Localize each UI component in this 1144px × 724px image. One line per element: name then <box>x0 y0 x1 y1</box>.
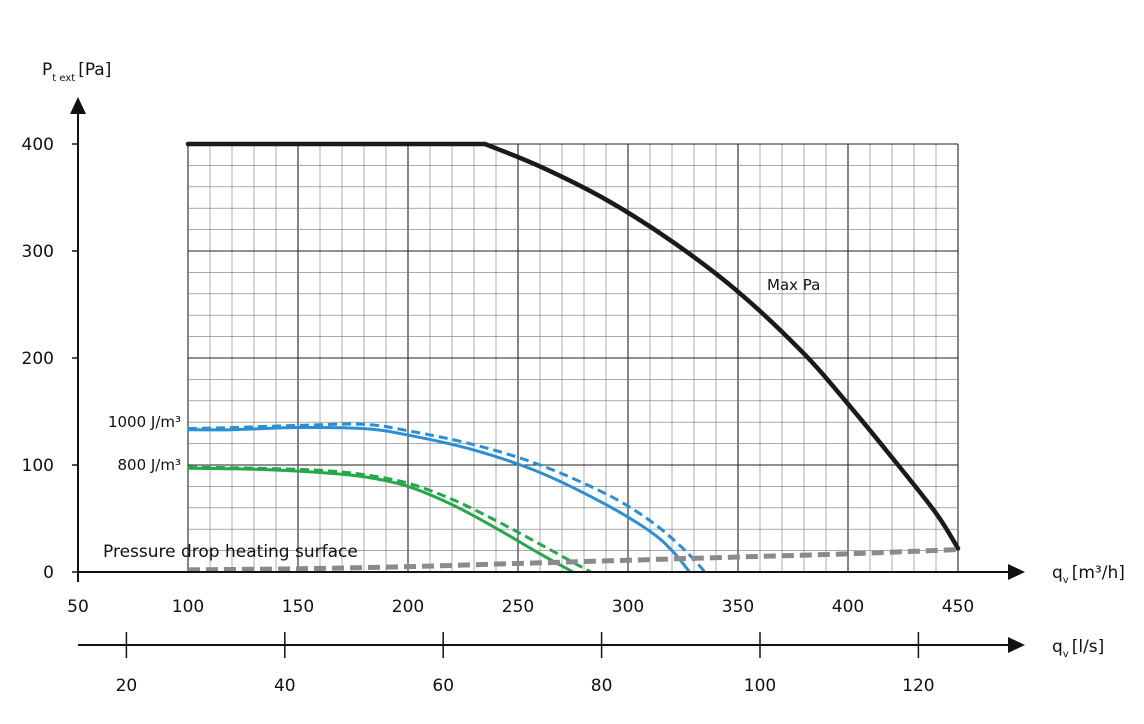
x-tick-label: 150 <box>282 597 314 617</box>
x-tick-label: 450 <box>942 597 974 617</box>
y-tick-label: 200 <box>22 349 54 369</box>
series-line-3-dashed <box>187 422 707 574</box>
series-line-5-dashed <box>187 465 592 574</box>
x-tick-label: 250 <box>502 597 534 617</box>
x2-axis-arrow-icon <box>1008 637 1025 653</box>
x-tick-labels: 50 100 150 200 250 300 350 400 450 <box>67 597 974 617</box>
series-line-6-dashed <box>187 547 959 573</box>
x2-axis-label: qv [l/s] <box>1052 637 1104 660</box>
x2-tick-label: 120 <box>902 676 934 696</box>
annotation-heating: Pressure drop heating surface <box>103 542 358 562</box>
x2-axis-label-unit: [l/s] <box>1072 637 1105 657</box>
x2-axis-label-main: q <box>1052 637 1063 657</box>
x-axis-arrow-icon <box>1008 564 1025 580</box>
annotation-1000: 1000 J/m³ <box>108 413 181 431</box>
x2-tick-label: 20 <box>116 676 138 696</box>
y-axis-label: Pt ext [Pa] <box>42 60 111 84</box>
x-axis-label-sub: v <box>1063 575 1069 586</box>
x-tick-label: 350 <box>722 597 754 617</box>
x-axis-label-unit: [m³/h] <box>1072 563 1125 583</box>
x-tick-label: 400 <box>832 597 864 617</box>
y-tick-label: 0 <box>43 563 54 583</box>
x-axis-label-main: q <box>1052 563 1063 583</box>
annotation-max-pa: Max Pa <box>767 276 820 294</box>
grid <box>187 143 959 573</box>
x-tick-label: 50 <box>67 597 89 617</box>
x-tick-label: 300 <box>612 597 644 617</box>
annotation-800: 800 J/m³ <box>117 456 181 474</box>
x2-tick-labels: 20 40 60 80 100 120 <box>116 632 935 696</box>
x-tick-label: 100 <box>172 597 204 617</box>
y-tick-label: 100 <box>22 456 54 476</box>
x-tick-label: 200 <box>392 597 424 617</box>
x2-tick-label: 80 <box>591 676 613 696</box>
curves <box>185 141 961 574</box>
x-axis-label: qv [m³/h] <box>1052 563 1125 586</box>
y-axis-label-sub: t ext <box>52 73 75 84</box>
x2-tick-label: 40 <box>274 676 296 696</box>
series-line-1 <box>185 141 961 551</box>
x2-axis-label-sub: v <box>1063 649 1069 660</box>
y-axis-label-main: P <box>42 60 52 80</box>
x2-tick-label: 60 <box>432 676 454 696</box>
y-tick-label: 300 <box>22 242 54 262</box>
y-axis-arrow-icon <box>70 97 86 114</box>
x2-tick-label: 100 <box>744 676 776 696</box>
y-axis-label-unit: [Pa] <box>78 60 111 80</box>
series-line-2 <box>187 425 691 573</box>
y-tick-labels: 0 100 200 300 400 <box>22 135 78 583</box>
y-tick-label: 400 <box>22 135 54 155</box>
